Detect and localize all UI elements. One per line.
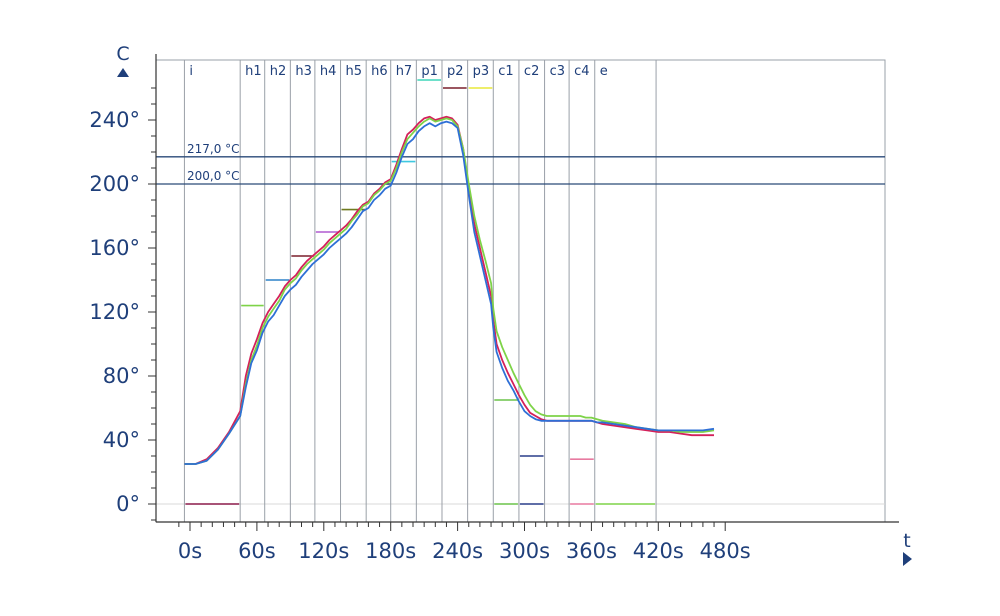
x-tick-label-180: 180s: [365, 539, 416, 563]
zone-label-h5: h5: [346, 64, 363, 79]
grid: [155, 59, 886, 523]
x-tick-label-60: 60s: [238, 539, 276, 563]
zone-lines: i h1 h2 h3 h4 h5 h6 h7 p1 p2 p3 c1 c2 c3 c4 e: [183, 60, 657, 522]
x-tick-label-420: 420s: [633, 539, 684, 563]
y-tick-label-200: 200°: [89, 172, 140, 196]
zone-label-h3: h3: [295, 64, 312, 79]
zone-label-p2: p2: [447, 64, 464, 79]
y-tick-label-240: 240°: [89, 108, 140, 132]
series-line-3: [184, 120, 715, 465]
x-tick-label-360: 360s: [566, 539, 617, 563]
zone-label-p3: p3: [473, 64, 490, 79]
zone-label-h7: h7: [396, 64, 413, 79]
zone-limit-markers: [185, 79, 656, 505]
x-tick-label-300: 300s: [499, 539, 550, 563]
zone-label-h4: h4: [320, 64, 337, 79]
x-tick-label-120: 120s: [298, 539, 349, 563]
y-tick-label-80: 80°: [103, 364, 140, 388]
axes: 0° 40° 80° 120° 160° 200° 240° 0s 60s 120s 180s 240…: [89, 43, 912, 566]
zone-label-c2: c2: [524, 64, 539, 79]
y-tick-label-40: 40°: [103, 428, 140, 452]
x-axis-title: t: [903, 530, 910, 552]
zone-label-c3: c3: [550, 64, 565, 79]
series-lines: [184, 115, 715, 465]
y-tick-label-0: 0°: [116, 492, 140, 516]
zone-label-c4: c4: [574, 64, 589, 79]
series-line-2: [184, 117, 715, 465]
reference-label-200: 200,0 °C: [187, 169, 240, 183]
zone-label-c1: c1: [498, 64, 513, 79]
x-tick-label-0: 0s: [178, 539, 202, 563]
zone-label-h1: h1: [245, 64, 262, 79]
x-tick-label-480: 480s: [700, 539, 751, 563]
plot-frame: [155, 59, 886, 523]
x-axis-arrow-icon: [903, 552, 912, 566]
reference-lines: 217,0 °C 200,0 °C: [156, 142, 885, 185]
zone-label-e: e: [600, 64, 608, 79]
zone-label-p1: p1: [421, 64, 438, 79]
y-axis-arrow-icon: [117, 68, 129, 77]
reference-label-217: 217,0 °C: [187, 142, 240, 156]
zone-label-h6: h6: [371, 64, 388, 79]
zone-label-i: i: [189, 64, 193, 79]
series-line-1: [184, 115, 714, 465]
zone-label-h2: h2: [270, 64, 287, 79]
y-tick-label-160: 160°: [89, 236, 140, 260]
y-axis-title: C: [116, 43, 129, 65]
x-tick-label-240: 240s: [432, 539, 483, 563]
y-tick-label-120: 120°: [89, 300, 140, 324]
